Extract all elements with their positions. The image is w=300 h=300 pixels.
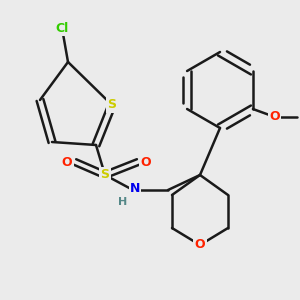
Text: O: O <box>270 110 280 124</box>
Text: O: O <box>62 155 72 169</box>
Text: O: O <box>195 238 205 251</box>
Text: O: O <box>141 155 151 169</box>
Text: H: H <box>118 197 127 207</box>
Text: N: N <box>130 182 140 196</box>
Text: S: S <box>107 98 116 112</box>
Text: S: S <box>100 169 109 182</box>
Text: Cl: Cl <box>56 22 69 34</box>
